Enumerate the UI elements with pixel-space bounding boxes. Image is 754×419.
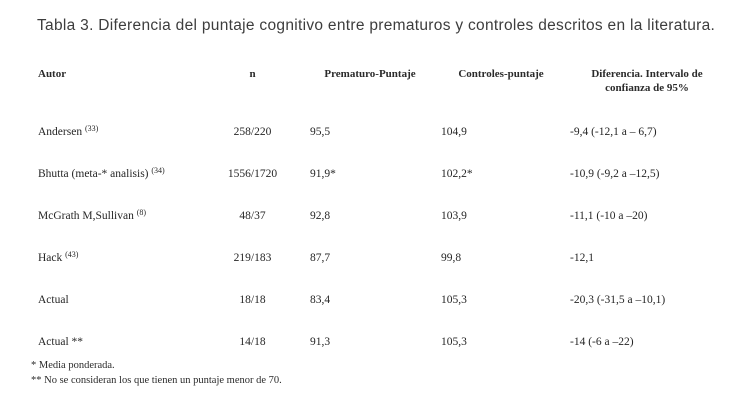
table-cell-n: 1556/1720 — [227, 168, 278, 180]
author-name: Andersen — [38, 126, 83, 138]
column-header-controles: Controles-puntaje — [458, 68, 544, 80]
footnote-puntaje-menor-70: ** No se consideran los que tienen un pu… — [31, 374, 282, 386]
literature-comparison-table: Autor n Prematuro-Puntaje Controles-punt… — [38, 64, 732, 367]
table-cell-prematuro: 91,9* — [310, 168, 336, 180]
table-cell-diferencia: -9,4 (-12,1 a – 6,7) — [570, 126, 657, 138]
table-cell-prematuro: 91,3 — [310, 336, 331, 348]
table-row-author: Andersen (33) — [38, 121, 205, 163]
column-header-diferencia: Diferencia. Intervalo de confianza de 95… — [591, 68, 703, 94]
column-header-prematuro: Prematuro-Puntaje — [324, 68, 416, 80]
footnote-media-ponderada: * Media ponderada. — [31, 360, 115, 371]
citation-superscript: (34) — [151, 166, 165, 175]
table-cell-diferencia: -11,1 (-10 a –20) — [570, 210, 648, 222]
table-cell-controles: 103,9 — [441, 210, 467, 222]
table-row-author: Actual ** — [38, 331, 205, 367]
table-caption: Tabla 3. Diferencia del puntaje cognitiv… — [37, 17, 716, 34]
author-name: McGrath M,Sullivan — [38, 210, 134, 222]
table-cell-prematuro: 95,5 — [310, 126, 331, 138]
author-name: Bhutta (meta-* analisis) — [38, 168, 149, 180]
table-cell-diferencia: -10,9 (-9,2 a –12,5) — [570, 168, 660, 180]
citation-superscript: (43) — [65, 250, 79, 259]
table-cell-controles: 99,8 — [441, 252, 462, 264]
author-name: Hack — [38, 252, 63, 264]
table-cell-n: 18/18 — [239, 294, 266, 306]
citation-superscript: (8) — [136, 208, 147, 217]
table-cell-diferencia: -14 (-6 a –22) — [570, 336, 634, 348]
author-name: Actual ** — [38, 336, 84, 348]
table-row-author: McGrath M,Sullivan (8) — [38, 205, 205, 247]
author-name: Actual — [38, 294, 69, 306]
table-footnotes: * Media ponderada. ** No se consideran l… — [31, 359, 282, 388]
column-header-n: n — [249, 68, 256, 80]
table-cell-controles: 105,3 — [441, 294, 467, 306]
table-row-author: Actual — [38, 289, 205, 331]
table-cell-diferencia: -12,1 — [570, 252, 594, 264]
table-cell-controles: 104,9 — [441, 126, 467, 138]
table-cell-diferencia: -20,3 (-31,5 a –10,1) — [570, 294, 666, 306]
table-cell-n: 258/220 — [233, 126, 272, 138]
table-cell-prematuro: 92,8 — [310, 210, 331, 222]
table-row-author: Bhutta (meta-* analisis) (34) — [38, 163, 205, 205]
table-cell-n: 219/183 — [233, 252, 272, 264]
table-cell-n: 48/37 — [239, 210, 266, 222]
table-row-author: Hack (43) — [38, 247, 205, 289]
citation-superscript: (33) — [84, 124, 99, 133]
column-header-autor: Autor — [38, 68, 67, 80]
table-cell-prematuro: 83,4 — [310, 294, 331, 306]
table-cell-controles: 102,2* — [441, 168, 473, 180]
table-cell-controles: 105,3 — [441, 336, 467, 348]
table-cell-n: 14/18 — [239, 336, 266, 348]
table-cell-prematuro: 87,7 — [310, 252, 331, 264]
